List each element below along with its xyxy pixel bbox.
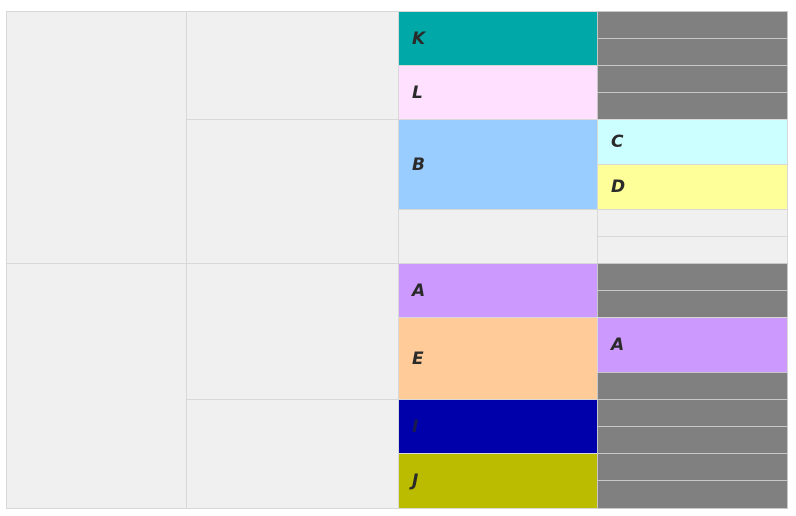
- cell: [398, 209, 598, 264]
- block: B: [398, 119, 598, 210]
- gray-slot: [597, 480, 788, 509]
- block-label: E: [412, 348, 424, 369]
- block: E: [398, 317, 598, 400]
- block: J: [398, 453, 598, 509]
- gray-slot: [597, 92, 788, 120]
- block-label: K: [412, 28, 426, 49]
- block-label: J: [412, 471, 419, 491]
- block: A: [597, 317, 788, 373]
- cell: [186, 399, 399, 509]
- block: A: [398, 263, 598, 318]
- block-label: L: [412, 82, 423, 103]
- gray-slot: [597, 372, 788, 400]
- block-label: B: [412, 154, 425, 175]
- cell: [6, 263, 187, 509]
- cell: [186, 11, 399, 120]
- gray-slot: [597, 290, 788, 318]
- block-label: I: [412, 416, 419, 437]
- gray-slot: [597, 11, 788, 39]
- gray-slot: [597, 453, 788, 481]
- block-label: C: [611, 132, 624, 152]
- gray-slot: [597, 38, 788, 66]
- cell: [597, 236, 788, 264]
- block: C: [597, 119, 788, 165]
- block: K: [398, 11, 598, 66]
- gray-slot: [597, 399, 788, 427]
- gray-slot: [597, 65, 788, 93]
- block-label: A: [412, 280, 426, 301]
- cell: [597, 209, 788, 237]
- block-label: A: [611, 335, 625, 355]
- cell: [186, 119, 399, 264]
- block: D: [597, 164, 788, 210]
- cell: [186, 263, 399, 400]
- block: L: [398, 65, 598, 120]
- gray-slot: [597, 263, 788, 291]
- block-label: D: [611, 177, 626, 197]
- block: I: [398, 399, 598, 454]
- gray-slot: [597, 426, 788, 454]
- cell: [6, 11, 187, 264]
